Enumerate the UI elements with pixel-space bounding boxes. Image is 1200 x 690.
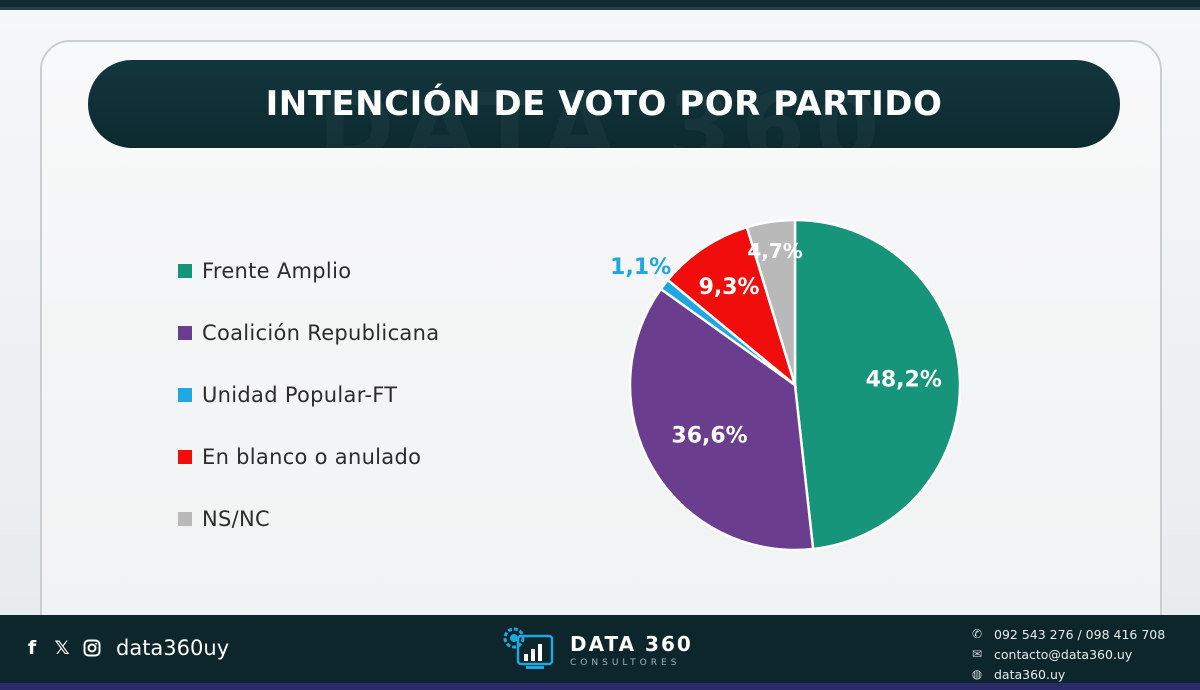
- data-label: 1,1%: [610, 255, 671, 280]
- social-links: f 𝕏 data360uy: [22, 636, 229, 660]
- legend-label: NS/NC: [202, 507, 270, 531]
- website-text[interactable]: data360.uy: [994, 666, 1066, 682]
- legend-item: Unidad Popular-FT: [178, 364, 439, 426]
- contact-phone: ✆ 092 543 276 / 098 416 708: [968, 624, 1165, 644]
- top-bar: [0, 0, 1200, 10]
- pie-slice: [666, 225, 798, 389]
- brand: DATA 360 CONSULTORES: [500, 622, 693, 678]
- title-banner: DATA 360 INTENCIÓN DE VOTO POR PARTIDO: [88, 60, 1120, 148]
- data-label: 4,7%: [747, 239, 802, 263]
- whatsapp-icon: ✆: [971, 627, 983, 641]
- legend: Frente Amplio Coalición Republicana Unidad…: [178, 240, 439, 550]
- email-text[interactable]: contacto@data360.uy: [994, 646, 1133, 662]
- pie-slice: [793, 218, 962, 551]
- legend-label: En blanco o anulado: [202, 445, 422, 469]
- legend-item: En blanco o anulado: [178, 426, 439, 488]
- email-icon: ✉: [971, 647, 983, 661]
- footer: [0, 615, 1200, 690]
- legend-label: Frente Amplio: [202, 259, 352, 283]
- brand-subtitle: CONSULTORES: [570, 658, 681, 668]
- legend-label: Coalición Republicana: [202, 321, 440, 345]
- bottom-strip: [0, 683, 1200, 690]
- instagram-icon[interactable]: [82, 637, 102, 659]
- legend-item: Frente Amplio: [178, 240, 439, 302]
- legend-item: Coalición Republicana: [178, 302, 439, 364]
- footer-notch: [240, 615, 265, 635]
- social-handle[interactable]: data360uy: [116, 636, 230, 660]
- phone-text[interactable]: 092 543 276 / 098 416 708: [994, 626, 1166, 642]
- brand-logo-icon: [503, 627, 554, 669]
- pie-slice: [745, 218, 797, 386]
- contact-website: ◍ data360.uy: [968, 664, 1165, 684]
- legend-swatch: [178, 388, 192, 402]
- globe-icon: ◍: [971, 667, 983, 681]
- legend-swatch: [178, 512, 192, 526]
- data-label: 48,2%: [866, 368, 942, 393]
- legend-swatch: [178, 326, 192, 340]
- pie-chart: 48,2% 36,6% 1,1% 9,3% 4,7%: [610, 218, 962, 552]
- legend-item: NS/NC: [178, 488, 439, 550]
- contact-info: ✆ 092 543 276 / 098 416 708 ✉ contacto@d…: [968, 624, 1165, 684]
- data-label: 9,3%: [699, 275, 760, 300]
- contact-email: ✉ contacto@data360.uy: [968, 644, 1165, 664]
- x-icon[interactable]: 𝕏: [54, 637, 70, 659]
- legend-label: Unidad Popular-FT: [202, 383, 398, 407]
- data-label: 36,6%: [671, 424, 747, 449]
- brand-name: DATA 360: [570, 632, 693, 656]
- pie-slice: [628, 287, 815, 552]
- chart-title: INTENCIÓN DE VOTO POR PARTIDO: [265, 84, 943, 124]
- legend-swatch: [178, 264, 192, 278]
- legend-swatch: [178, 450, 192, 464]
- facebook-icon[interactable]: f: [27, 637, 37, 659]
